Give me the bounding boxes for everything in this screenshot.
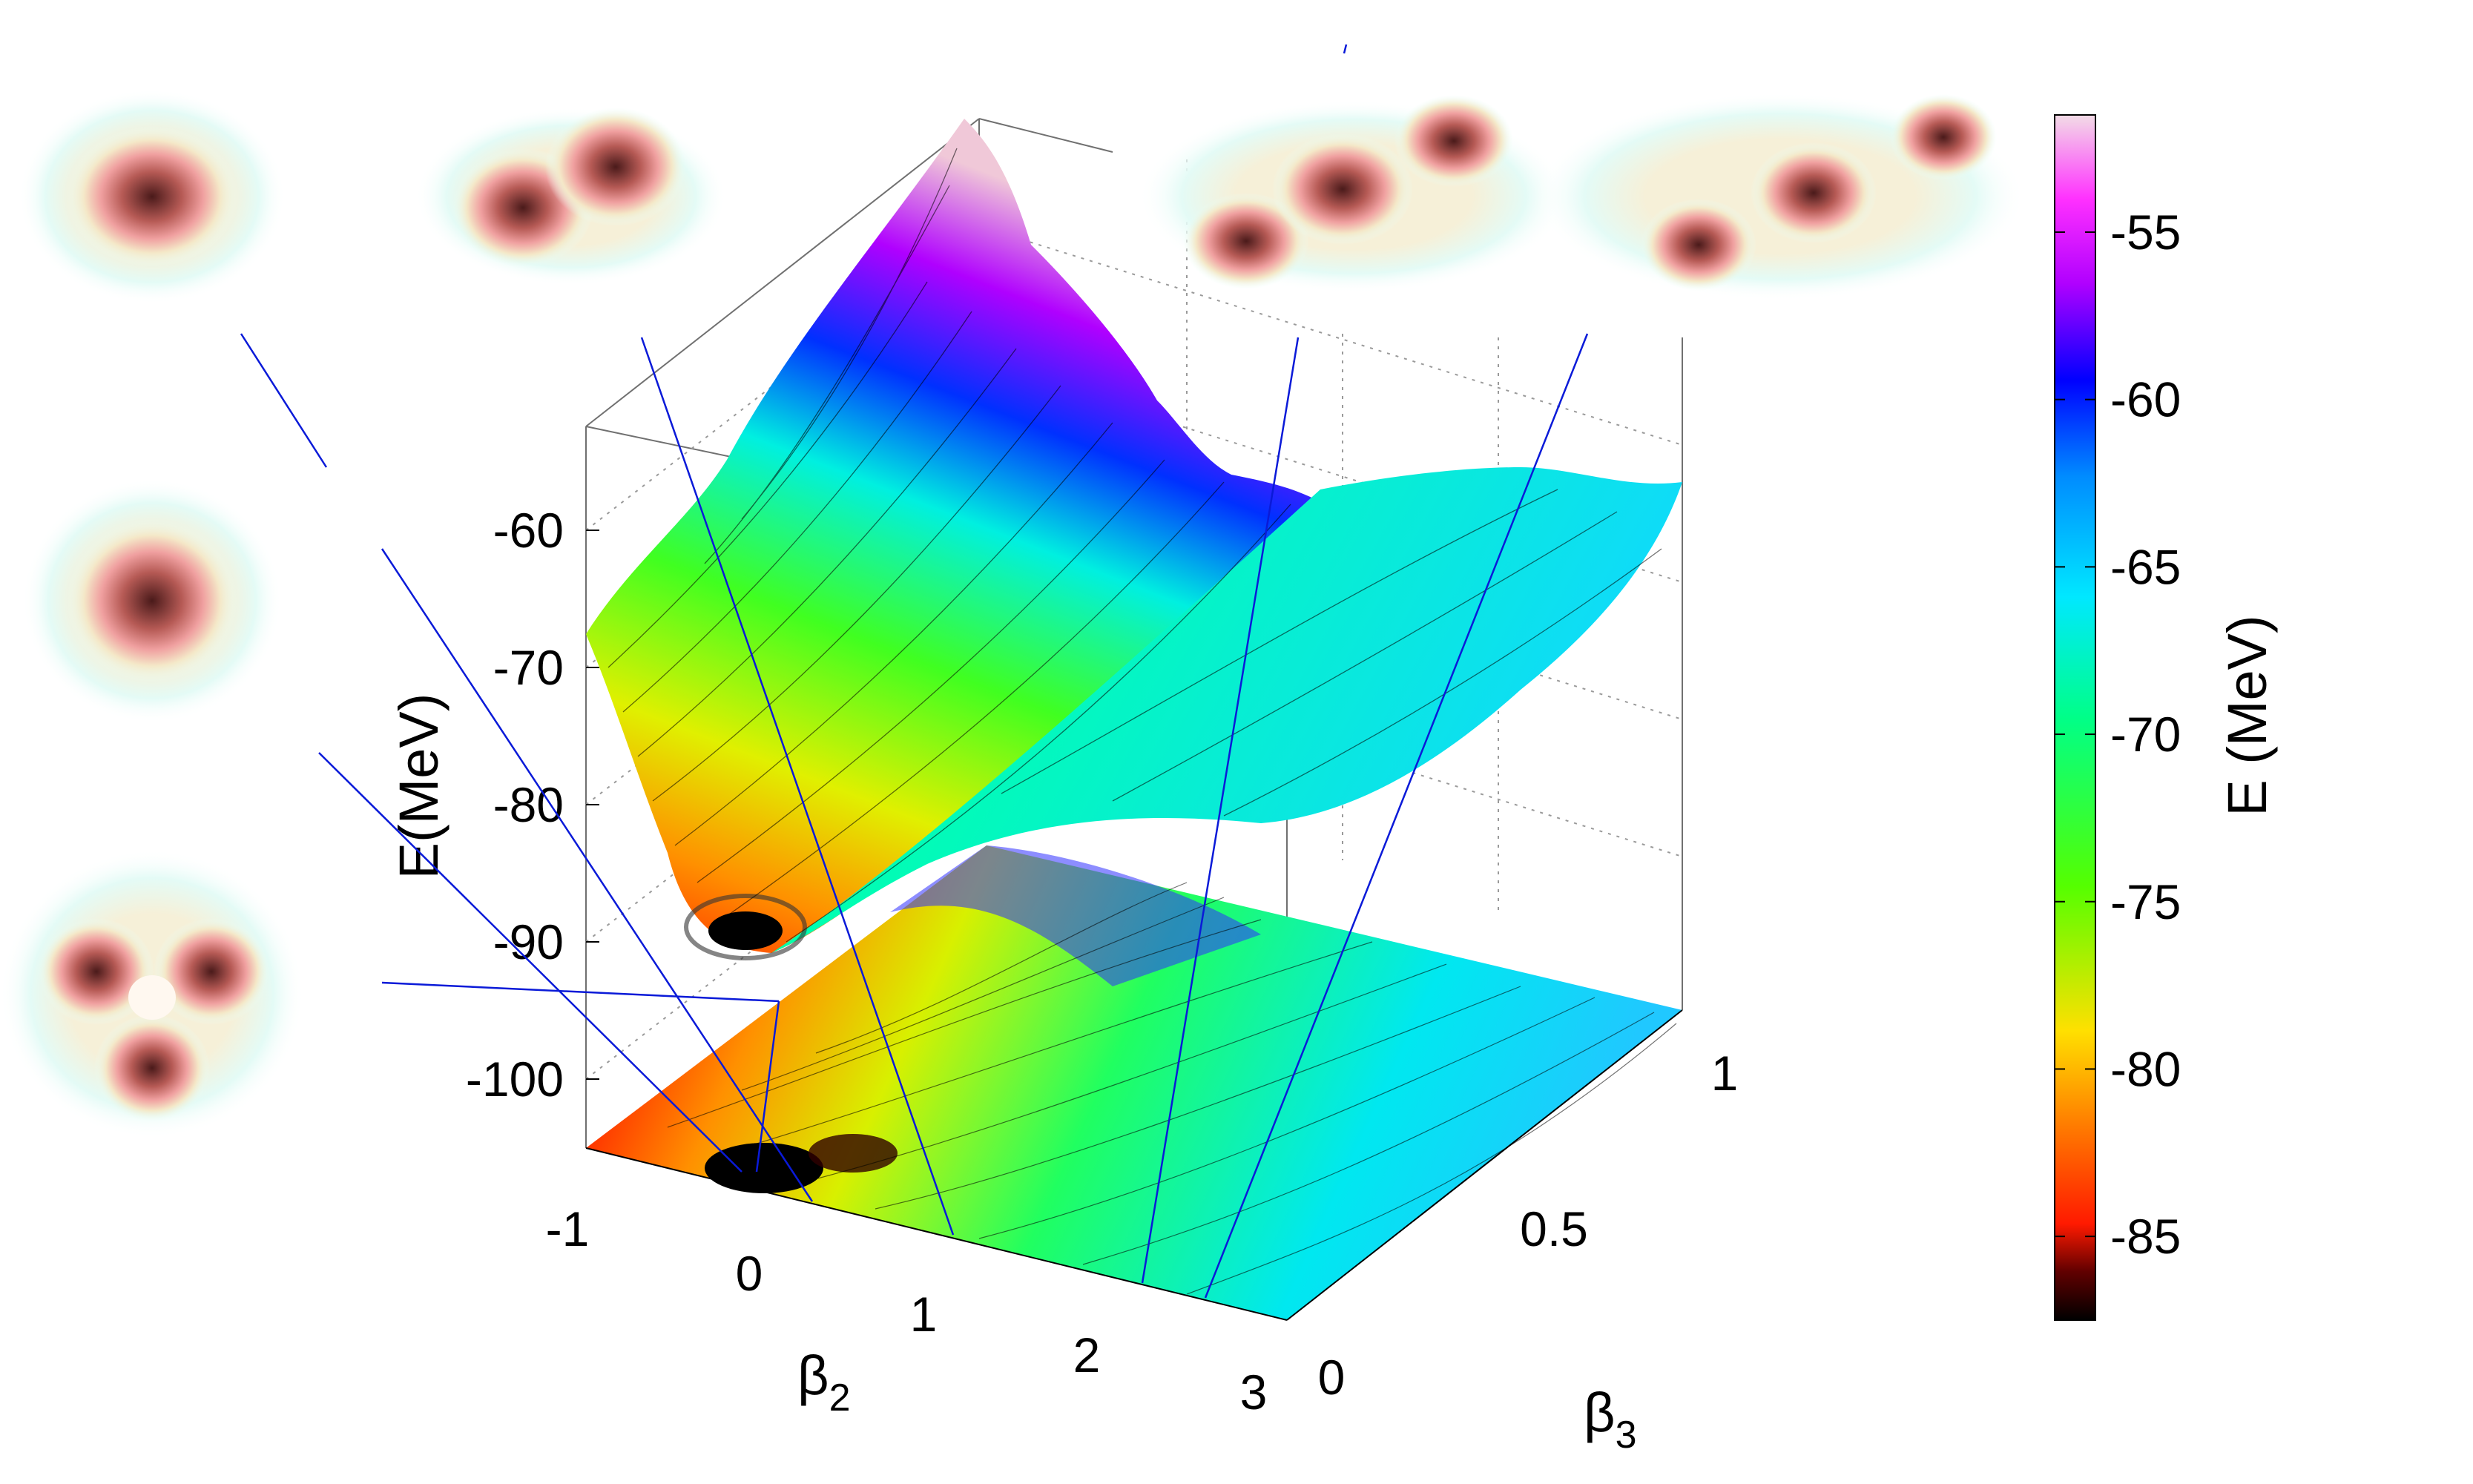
x-tick-label: 1 xyxy=(910,1287,938,1342)
colorbar-tick-label: -65 xyxy=(2110,539,2181,594)
y-tick-label: 0.5 xyxy=(1520,1201,1588,1256)
density-insets xyxy=(0,89,2025,1138)
y-tick-label: 0 xyxy=(1318,1350,1346,1405)
z-tick-label: -70 xyxy=(493,640,564,695)
y-tick-label: 1 xyxy=(1711,1046,1739,1101)
x-tick-label: -1 xyxy=(546,1201,590,1256)
inset-triangular-ring xyxy=(0,849,304,1138)
z-ticks: -60 -70 -80 -90 -100 xyxy=(466,503,599,1107)
inset-sphere-oblate xyxy=(19,89,286,304)
inset-sphere xyxy=(22,478,282,723)
y-axis: 0 0.5 1 β3 xyxy=(1286,1009,1739,1457)
inset-four-lobe-chain xyxy=(1535,93,2025,300)
pointer-lines xyxy=(240,44,1589,1299)
surface-minimum xyxy=(708,911,783,950)
colorbar-tick-label: -70 xyxy=(2110,707,2181,762)
colorbar-tick-label: -60 xyxy=(2110,372,2181,427)
x-tick-label: 3 xyxy=(1240,1365,1268,1419)
z-axis-label: E(MeV) xyxy=(388,693,450,880)
z-tick-label: -80 xyxy=(493,777,564,832)
colorbar-label: E (MeV) xyxy=(2216,615,2278,816)
x-tick-label: 2 xyxy=(1073,1328,1101,1382)
colorbar-tick-label: -85 xyxy=(2110,1209,2181,1264)
colorbar-tick-label: -80 xyxy=(2110,1041,2181,1096)
inset-two-lobe xyxy=(415,108,727,286)
colorbar: -55 -60 -65 -70 -75 -80 -85 E (MeV) xyxy=(2054,114,2278,1321)
x-axis-label: β2 xyxy=(797,1345,851,1419)
surface-back xyxy=(586,119,1335,953)
z-tick-label: -60 xyxy=(493,503,564,558)
colorbar-tick-label: -55 xyxy=(2110,205,2181,260)
floor-minimum xyxy=(705,1143,823,1193)
y-axis-label: β3 xyxy=(1584,1382,1637,1457)
inset-three-lobe-chain xyxy=(1139,95,1569,293)
surface-front xyxy=(771,467,1682,953)
z-tick-label: -100 xyxy=(466,1052,564,1107)
colorbar-bar xyxy=(2054,114,2096,1321)
x-tick-label: 0 xyxy=(736,1246,763,1301)
x-axis: -1 0 1 2 3 β2 xyxy=(546,1147,1288,1419)
colorbar-tick-label: -75 xyxy=(2110,874,2181,929)
energy-surface xyxy=(586,119,1682,960)
